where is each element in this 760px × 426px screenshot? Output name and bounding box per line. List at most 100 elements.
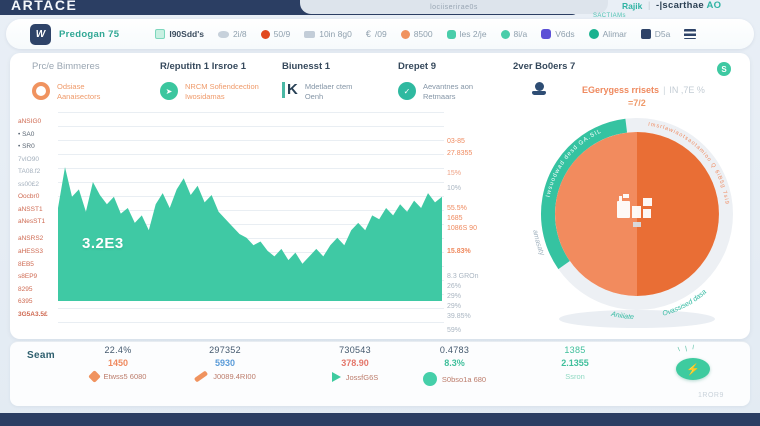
assistant-badge-button[interactable]: ⚡	[676, 358, 710, 380]
bottom-stat-4: 0.4783 8.3% S0bso1a 680	[402, 345, 507, 386]
toolbar-item-2[interactable]: 2i/8	[217, 29, 247, 39]
briefcase-icon	[446, 29, 456, 39]
axis-label: s8EP9	[18, 273, 38, 280]
axis-label: • SR0	[18, 143, 35, 150]
header-divider: |	[648, 0, 651, 10]
stat-mid-value: 8.3%	[444, 358, 465, 368]
toolbar-item-8[interactable]: 8i/a	[500, 29, 527, 39]
bell-icon	[531, 82, 548, 97]
teal-dot-icon	[500, 29, 510, 39]
toolbar-item-10[interactable]: Alimar	[588, 29, 627, 39]
teal-square-icon	[155, 29, 166, 39]
toolbar-item-5[interactable]: €/09	[365, 29, 387, 39]
area-chart	[58, 167, 442, 301]
ring-label-bottom: Aniiiate	[609, 311, 634, 321]
donut-shadow	[559, 310, 715, 328]
main-panel: Prc/e Bimmeres Odsiase Aanaisectors R/ep…	[10, 53, 750, 339]
header-search[interactable]: lociiserirae0s	[300, 0, 608, 14]
stat-line: Mdetlaer ctem	[304, 82, 353, 91]
axis-label: 26%	[447, 283, 462, 290]
toolbar-item-3[interactable]: 50/9	[260, 29, 290, 39]
user-chip[interactable]: W Predogan 75	[30, 23, 120, 45]
stat-mid-value: 1450	[107, 358, 129, 368]
header-brand-suffix: AO	[706, 0, 722, 11]
orange-dot-icon	[400, 29, 410, 39]
stat-line: NRCM Sofiendcection	[185, 82, 259, 91]
axis-label: 10%	[447, 185, 462, 192]
axis-label: aNSST1	[18, 206, 43, 213]
stat-heading: R/eputitn 1 Irsroe 1	[160, 61, 247, 72]
app-title: ARTACE	[11, 0, 78, 13]
axis-label: aHESS3	[18, 248, 43, 255]
bottom-stats-band: Seam 22.4% 1450 Etwss5 6080 297352 5930 …	[10, 341, 750, 406]
stat-line: Aanaisectors	[57, 92, 101, 101]
play-icon	[331, 372, 341, 382]
stat-card-3: Biunesst 1 K Mdetlaer ctem Oenh	[282, 61, 352, 102]
axis-label: TA08.f2	[18, 168, 41, 175]
axis-label: 6395	[18, 298, 33, 305]
axis-label: 03-85	[447, 138, 465, 145]
axis-label: 27.8355	[447, 150, 473, 157]
purple-square-icon	[541, 29, 552, 39]
axis-label: aNSIG0	[18, 118, 42, 125]
toolbar-item-9[interactable]: V6ds	[541, 29, 575, 39]
stat-top-value: 22.4%	[104, 345, 132, 355]
stat-top-value: 0.4783	[439, 345, 470, 355]
bottom-stat-1: 22.4% 1450 Etwss5 6080	[68, 345, 168, 383]
toolbar-item-7[interactable]: les 2/je	[446, 29, 487, 39]
monogram-icon: K	[282, 82, 298, 98]
stat-mid-value: 378.90	[341, 358, 369, 368]
stat-mid-value: 2.1355	[561, 358, 589, 368]
axis-label: ss00£2	[18, 181, 39, 188]
currency-chip-icon[interactable]: S	[717, 62, 731, 76]
area-series	[58, 167, 442, 301]
user-name: Predogan 75	[59, 28, 120, 40]
toolbar-item-4[interactable]: 10in 8g0	[304, 29, 352, 39]
stat-top-value: 730543	[339, 345, 371, 355]
header-brand-text: -|scarthae	[656, 0, 704, 11]
check-icon: ✓	[398, 82, 416, 100]
pie-center-icon	[617, 194, 652, 227]
axis-label: 29%	[447, 293, 462, 300]
green-dot-icon	[422, 372, 437, 386]
bottom-stat-3: 730543 378.90 JossfG6S	[305, 345, 405, 382]
axis-label: 59%	[447, 327, 462, 334]
axis-label: 1086S 90	[447, 225, 477, 232]
axis-label: 1685	[447, 215, 463, 222]
toolbar-item-layers[interactable]	[684, 29, 697, 39]
donut-title: EGerygess rrisets | IN ,7E %	[582, 85, 752, 95]
watermark-text: 1ROR9	[698, 392, 724, 399]
axis-label: • SA0	[18, 131, 35, 138]
toolbar-item-11[interactable]: D5a	[640, 29, 670, 39]
axis-label: 8.3 GROn	[447, 273, 479, 280]
pie-slice-left[interactable]	[555, 132, 637, 296]
stat-line: Iwosidamas	[185, 92, 225, 101]
navy-square-icon	[640, 29, 651, 39]
toolbar-item-6[interactable]: 8500	[400, 29, 433, 39]
toolbar-item-1[interactable]: I90Sdd's	[155, 29, 204, 39]
slash-icon	[194, 370, 209, 383]
logo-icon: W	[30, 23, 51, 45]
stat-caption: JossfG6S	[345, 372, 379, 382]
stat-card-1: Prc/e Bimmeres Odsiase Aanaisectors	[32, 61, 100, 102]
header-brand: -|scarthae AO	[656, 0, 721, 11]
stat-mid-value: 5930	[214, 358, 236, 368]
axis-label: 8EB5	[18, 261, 34, 268]
red-dot-icon	[260, 29, 270, 39]
stat-top-value: 1385	[564, 345, 586, 355]
axis-label: 39.85%	[447, 313, 471, 320]
stat-line: Retmaars	[423, 92, 456, 101]
bottom-stat-2: 297352 5930 J0089.4RI00	[170, 345, 280, 383]
donut-title-right: IN ,7E %	[669, 85, 705, 95]
donut-subtitle: =7/2	[628, 98, 646, 108]
stat-caption: Etwss5 6080	[103, 372, 147, 381]
pie-slice-right[interactable]	[637, 132, 719, 296]
stat-caption: Ssron	[565, 372, 585, 381]
axis-label: 15.83%	[447, 248, 471, 255]
axis-label: aNesST1	[18, 218, 46, 225]
bottom-bar	[0, 413, 760, 426]
donut-chart: Iwsuodwad desd GA.SIL Imsrlawiaotsaotami…	[531, 118, 733, 328]
header-subtext: SACTIAMs	[593, 13, 626, 19]
header-link-rajik[interactable]: Rajik	[622, 1, 643, 11]
